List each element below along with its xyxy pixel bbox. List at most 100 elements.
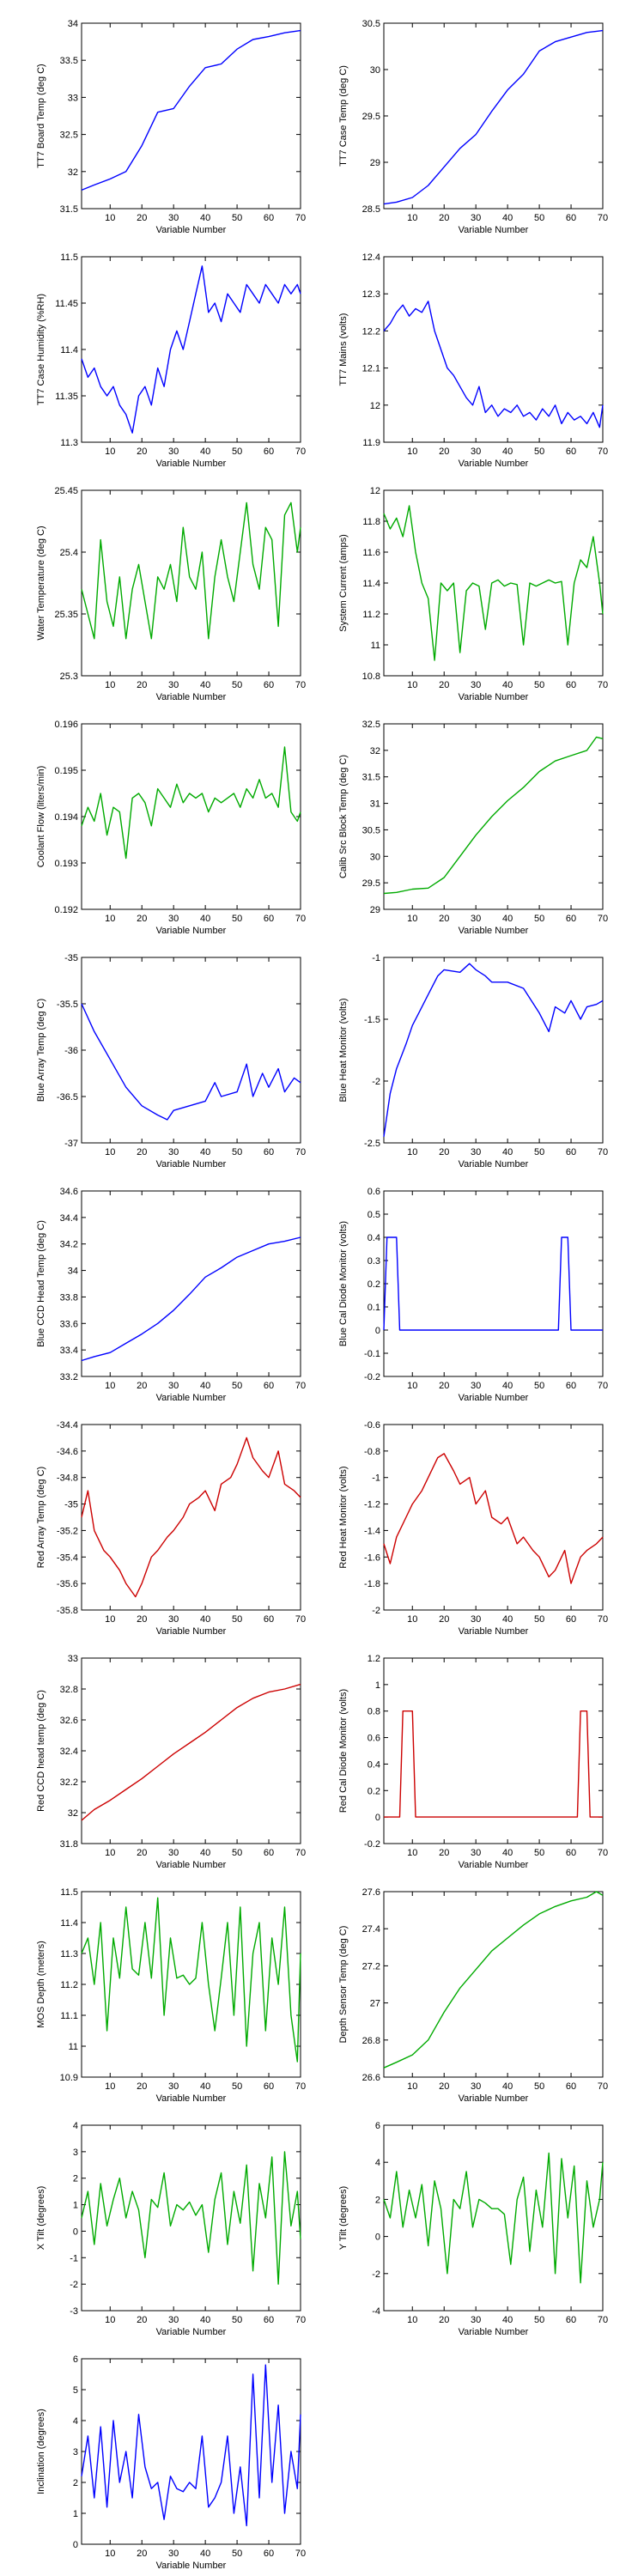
x-tick-label: 20 bbox=[439, 914, 449, 924]
x-axis-label: Variable Number bbox=[459, 926, 529, 936]
x-tick-label: 70 bbox=[598, 914, 608, 924]
y-tick-label: 11.4 bbox=[60, 1918, 78, 1929]
x-tick-label: 30 bbox=[168, 1381, 179, 1391]
x-tick-label: 10 bbox=[105, 447, 115, 457]
x-tick-label: 60 bbox=[264, 914, 274, 924]
y-tick-label: -1.5 bbox=[364, 1015, 380, 1025]
y-tick-label: 29.5 bbox=[362, 878, 380, 889]
y-tick-label: 32 bbox=[68, 1808, 78, 1819]
x-axis-label: Variable Number bbox=[459, 1159, 529, 1170]
x-axis-label: Variable Number bbox=[459, 1860, 529, 1870]
x-tick-label: 10 bbox=[407, 213, 417, 223]
y-tick-label: 25.4 bbox=[60, 548, 78, 558]
x-tick-label: 60 bbox=[566, 1614, 576, 1625]
x-axis-label: Variable Number bbox=[459, 225, 529, 235]
y-tick-label: -35.2 bbox=[57, 1526, 78, 1536]
y-tick-label: 11.5 bbox=[60, 1887, 78, 1898]
y-tick-label: 32.6 bbox=[60, 1716, 78, 1726]
series-line bbox=[383, 963, 604, 1137]
y-tick-label: 0 bbox=[73, 2540, 78, 2550]
x-tick-label: 70 bbox=[295, 2081, 306, 2092]
y-tick-label: 11.35 bbox=[55, 392, 78, 402]
x-tick-label: 30 bbox=[168, 2315, 179, 2325]
y-tick-label: 11.4 bbox=[362, 579, 380, 589]
y-tick-label: 0.192 bbox=[54, 905, 78, 915]
x-tick-label: 20 bbox=[439, 1147, 449, 1157]
y-tick-label: 12.2 bbox=[362, 326, 380, 337]
y-tick-label: 0.1 bbox=[368, 1303, 380, 1313]
y-tick-label: 32.4 bbox=[60, 1747, 78, 1757]
y-axis-label: Depth Sensor Temp (deg C) bbox=[338, 1926, 349, 2044]
x-tick-label: 10 bbox=[105, 2549, 115, 2559]
y-tick-label: 0 bbox=[375, 1326, 380, 1336]
x-tick-label: 50 bbox=[232, 2081, 242, 2092]
y-tick-label: 30.5 bbox=[362, 19, 380, 29]
x-tick-label: 10 bbox=[105, 1147, 115, 1157]
x-tick-label: 40 bbox=[200, 213, 210, 223]
x-tick-label: 70 bbox=[295, 2315, 306, 2325]
y-tick-label: 26.6 bbox=[362, 2073, 380, 2083]
x-tick-label: 20 bbox=[439, 2315, 449, 2325]
y-tick-label: -2 bbox=[70, 2280, 78, 2290]
x-tick-label: 60 bbox=[264, 213, 274, 223]
chart-panel-12: -0.2 -0.1 0 0.1 0.2 0.3 0.4 0.5 0.6 10 20 30 40 50 60 7… bbox=[338, 1187, 608, 1403]
x-tick-label: 40 bbox=[502, 1614, 513, 1625]
x-tick-label: 40 bbox=[200, 1381, 210, 1391]
plot-area bbox=[383, 1891, 604, 2078]
y-tick-label: 1 bbox=[73, 2201, 78, 2211]
y-tick-label: 0.8 bbox=[368, 1707, 380, 1717]
y-axis-label: Red Heat Monitor (volts) bbox=[338, 1466, 349, 1568]
y-tick-label: 30 bbox=[370, 852, 380, 862]
x-tick-label: 50 bbox=[232, 447, 242, 457]
x-tick-label: 40 bbox=[502, 2315, 513, 2325]
y-tick-label: -2.5 bbox=[364, 1139, 380, 1149]
x-tick-label: 20 bbox=[439, 1614, 449, 1625]
y-tick-label: 0.196 bbox=[54, 720, 78, 730]
y-tick-label: 2 bbox=[73, 2174, 78, 2184]
y-tick-label: -3 bbox=[70, 2306, 78, 2317]
x-tick-label: 30 bbox=[168, 2549, 179, 2559]
y-tick-label: 32.8 bbox=[60, 1685, 78, 1695]
y-tick-label: 0.2 bbox=[368, 1279, 380, 1290]
x-tick-label: 70 bbox=[295, 447, 306, 457]
x-axis-label: Variable Number bbox=[156, 1860, 227, 1870]
x-tick-label: 20 bbox=[137, 1381, 147, 1391]
x-tick-label: 30 bbox=[471, 213, 481, 223]
y-tick-label: 31.5 bbox=[362, 773, 380, 783]
x-axis-label: Variable Number bbox=[459, 1393, 529, 1403]
x-tick-label: 50 bbox=[534, 1147, 544, 1157]
y-tick-label: 34 bbox=[68, 19, 78, 29]
y-axis-label: Inclination (degrees) bbox=[36, 2409, 46, 2494]
y-axis-label: Coolant Flow (liters/min) bbox=[36, 766, 46, 868]
y-tick-label: 1.2 bbox=[368, 1654, 380, 1664]
series-line bbox=[81, 501, 301, 640]
x-tick-label: 50 bbox=[232, 1147, 242, 1157]
y-tick-label: 30.5 bbox=[362, 825, 380, 835]
x-tick-label: 20 bbox=[137, 1147, 147, 1157]
y-tick-label: 0.193 bbox=[54, 859, 78, 869]
y-axis-label: Blue Heat Monitor (volts) bbox=[338, 998, 349, 1102]
y-tick-label: 0.6 bbox=[368, 1734, 380, 1744]
y-tick-label: -35.4 bbox=[57, 1552, 78, 1563]
y-tick-label: 12 bbox=[370, 486, 380, 496]
y-tick-label: 32 bbox=[68, 167, 78, 178]
plot-area bbox=[81, 2124, 301, 2312]
y-tick-label: 0 bbox=[375, 2233, 380, 2243]
x-tick-label: 10 bbox=[105, 914, 115, 924]
y-tick-label: 5 bbox=[73, 2385, 78, 2396]
series-line bbox=[81, 2151, 301, 2285]
x-axis-label: Variable Number bbox=[156, 225, 227, 235]
plot-area bbox=[383, 957, 604, 1144]
y-axis-label: Y Tilt (degrees) bbox=[338, 2186, 349, 2250]
y-tick-label: 0.4 bbox=[368, 1233, 380, 1243]
y-tick-label: 25.45 bbox=[54, 486, 78, 496]
y-tick-label: 11.3 bbox=[60, 1949, 78, 1959]
y-tick-label: -4 bbox=[372, 2306, 380, 2317]
x-tick-label: 70 bbox=[295, 1381, 306, 1391]
y-tick-label: 11.6 bbox=[362, 548, 380, 558]
x-tick-label: 20 bbox=[137, 2081, 147, 2092]
series-line bbox=[383, 1891, 604, 2069]
y-tick-label: -1.6 bbox=[364, 1552, 380, 1563]
series-line bbox=[383, 505, 604, 661]
y-tick-label: 32.5 bbox=[60, 131, 78, 141]
